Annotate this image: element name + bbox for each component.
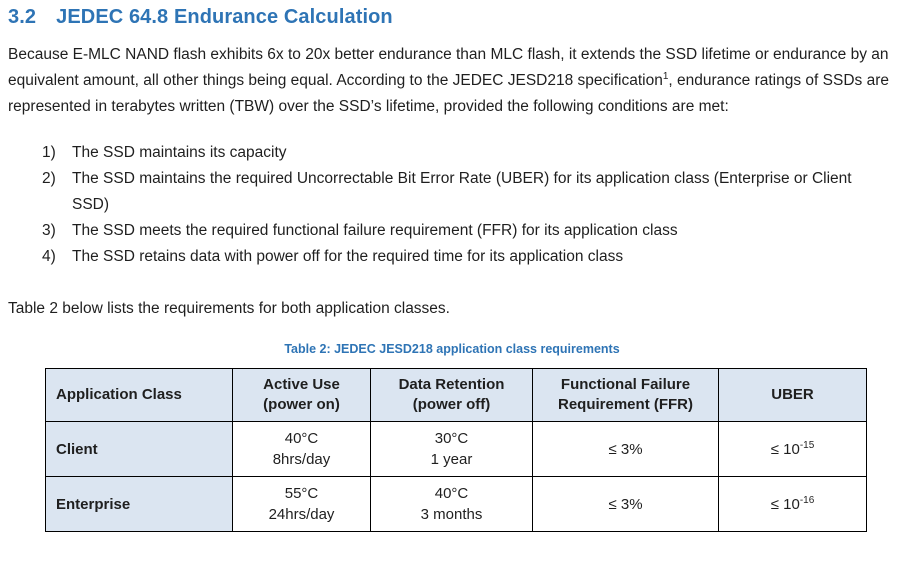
cell-active-use: 40°C 8hrs/day <box>232 421 371 477</box>
header-label: Functional Failure <box>560 376 691 393</box>
header-uber: UBER <box>718 368 867 422</box>
section-heading: 3.2 JEDEC 64.8 Endurance Calculation <box>8 6 896 29</box>
header-sublabel: Requirement (FFR) <box>558 396 693 413</box>
cell-line: 40°C <box>434 485 469 502</box>
footnote-reference: 1 <box>662 70 669 82</box>
requirements-table: Application Class Active Use (power on) … <box>45 368 867 532</box>
header-label: Application Class <box>56 386 182 403</box>
list-item: 4) The SSD retains data with power off f… <box>42 244 896 270</box>
header-active-use: Active Use (power on) <box>232 368 371 422</box>
list-item: 1) The SSD maintains its capacity <box>42 140 896 166</box>
list-item-text: The SSD meets the required functional fa… <box>72 222 678 239</box>
cell-class-name: Client <box>45 421 233 477</box>
table-header-row: Application Class Active Use (power on) … <box>45 368 867 422</box>
list-item-number: 1) <box>42 144 56 161</box>
cell-line: 3 months <box>420 506 483 523</box>
cell-uber: ≤ 10-15 <box>718 421 867 477</box>
cell-line: 24hrs/day <box>268 506 335 523</box>
uber-base: ≤ 10 <box>770 495 800 513</box>
header-application-class: Application Class <box>45 368 233 422</box>
list-item-number: 2) <box>42 170 56 187</box>
table-intro-paragraph: Table 2 below lists the requirements for… <box>8 300 450 317</box>
intro-text-2: , endurance ratings of SSDs are represen… <box>8 72 889 115</box>
conditions-list: 1) The SSD maintains its capacity 2) The… <box>8 140 896 270</box>
cell-line: 40°C <box>284 430 319 447</box>
header-sublabel: (power off) <box>412 396 491 413</box>
cell-line: 8hrs/day <box>272 451 331 468</box>
cell-active-use: 55°C 24hrs/day <box>232 476 371 532</box>
header-label: UBER <box>771 386 814 403</box>
section-number: 3.2 <box>8 6 37 28</box>
uber-exponent: -16 <box>799 494 815 506</box>
list-item: 3) The SSD meets the required functional… <box>42 218 896 244</box>
uber-base: ≤ 10 <box>770 440 800 458</box>
list-item-text: The SSD maintains the required Uncorrect… <box>72 170 852 213</box>
header-data-retention: Data Retention (power off) <box>370 368 533 422</box>
cell-class-name: Enterprise <box>45 476 233 532</box>
uber-exponent: -15 <box>799 439 815 451</box>
cell-ffr: ≤ 3% <box>532 476 719 532</box>
header-sublabel: (power on) <box>263 396 340 413</box>
cell-line: 55°C <box>284 485 319 502</box>
intro-paragraph: Because E-MLC NAND flash exhibits 6x to … <box>8 42 896 120</box>
table-row-client: Client 40°C 8hrs/day 30°C 1 year ≤ 3% ≤ … <box>45 421 867 477</box>
cell-line: 30°C <box>434 430 469 447</box>
table-caption: Table 2: JEDEC JESD218 application class… <box>284 342 620 356</box>
cell-uber: ≤ 10-16 <box>718 476 867 532</box>
cell-data-retention: 30°C 1 year <box>370 421 533 477</box>
header-label: Active Use <box>263 376 340 393</box>
header-ffr: Functional Failure Requirement (FFR) <box>532 368 719 422</box>
list-item-number: 3) <box>42 222 56 239</box>
intro-text-1: Because E-MLC NAND flash exhibits 6x to … <box>8 46 889 89</box>
cell-ffr: ≤ 3% <box>532 421 719 477</box>
header-label: Data Retention <box>398 376 505 393</box>
table-row-enterprise: Enterprise 55°C 24hrs/day 40°C 3 months … <box>45 476 867 532</box>
list-item-text: The SSD maintains its capacity <box>72 144 287 161</box>
cell-line: 1 year <box>430 451 473 468</box>
list-item-number: 4) <box>42 248 56 265</box>
cell-data-retention: 40°C 3 months <box>370 476 533 532</box>
list-item-text: The SSD retains data with power off for … <box>72 248 624 265</box>
list-item: 2) The SSD maintains the required Uncorr… <box>42 166 896 218</box>
section-title: JEDEC 64.8 Endurance Calculation <box>56 6 393 28</box>
